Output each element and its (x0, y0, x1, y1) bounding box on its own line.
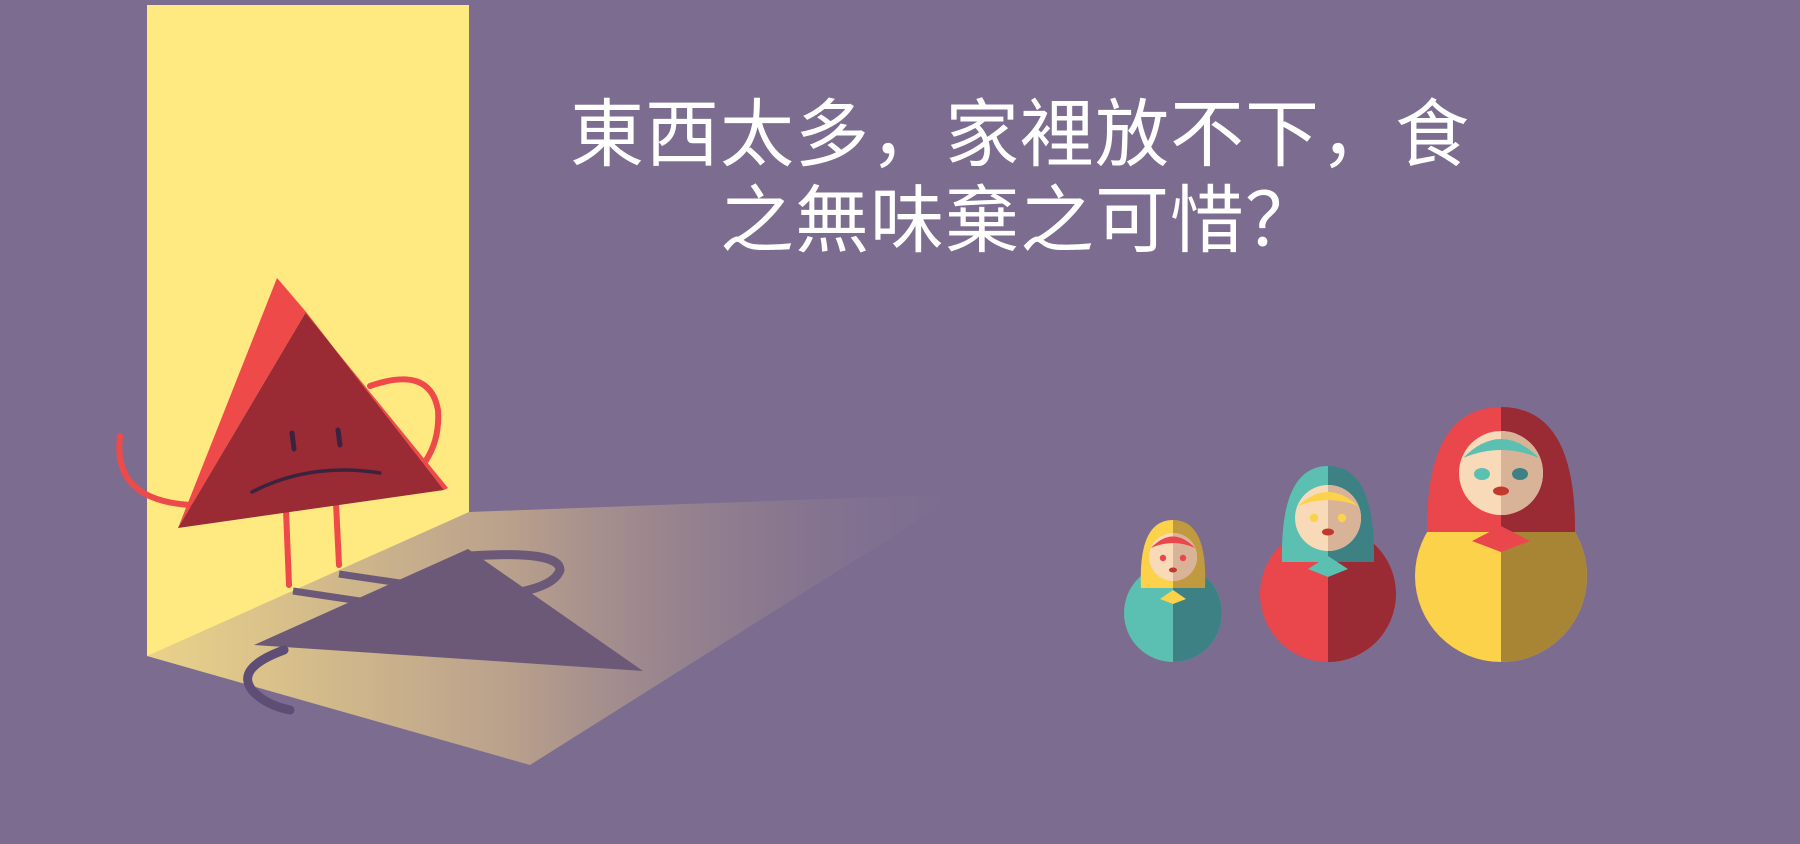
triangle-shadow (243, 549, 643, 715)
headline-line-2: 之無味棄之可惜？ (720, 178, 1320, 264)
sad-triangle-character (116, 278, 448, 588)
headline: 東西太多，家裡放不下，食 之無味棄之可惜？ (520, 92, 1520, 264)
medium-doll (1260, 466, 1396, 662)
small-doll (1124, 520, 1222, 662)
large-doll (1415, 407, 1587, 662)
headline-line-1: 東西太多，家裡放不下，食 (570, 92, 1470, 178)
